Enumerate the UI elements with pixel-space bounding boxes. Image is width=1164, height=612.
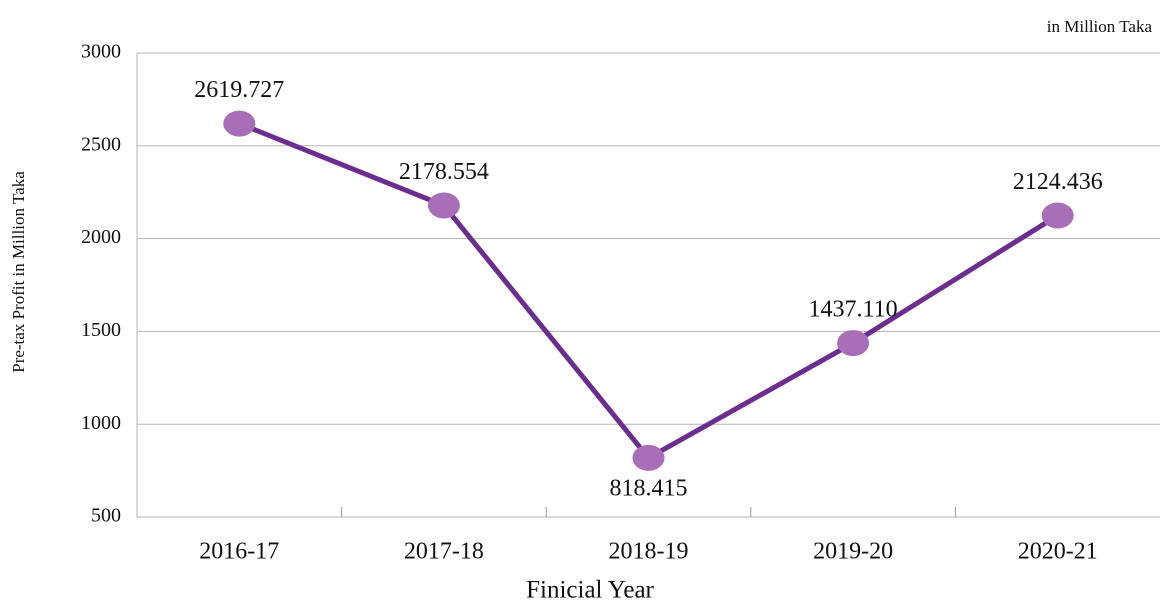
data-point [837,330,870,357]
x-tick-label: 2020-21 [1018,539,1098,565]
data-label: 1437.110 [809,297,898,323]
y-tick-label: 2500 [81,133,121,155]
unit-annotation: in Million Taka [1047,17,1153,36]
y-tick-label: 3000 [81,41,121,63]
y-tick-label: 2000 [81,226,121,248]
data-point [632,444,665,471]
x-tick-label: 2018-19 [609,539,689,565]
x-tick-label: 2019-20 [813,539,893,565]
y-tick-label: 500 [91,505,121,527]
y-tick-label: 1500 [81,319,121,341]
y-tick-label: 1000 [81,412,121,434]
x-axis-label: Finicial Year [526,577,654,604]
data-point [223,110,256,137]
x-tick-label: 2016-17 [199,539,279,565]
x-tick-label: 2017-18 [404,539,484,565]
data-line [238,121,1060,461]
data-label: 2124.436 [1013,169,1103,195]
data-label: 2619.727 [194,77,284,103]
data-point [427,192,460,219]
data-point [1041,202,1074,229]
data-label: 2178.554 [399,159,489,185]
y-axis-label: Pre-tax Profit in Million Taka [9,171,28,373]
data-label: 818.415 [610,475,688,501]
